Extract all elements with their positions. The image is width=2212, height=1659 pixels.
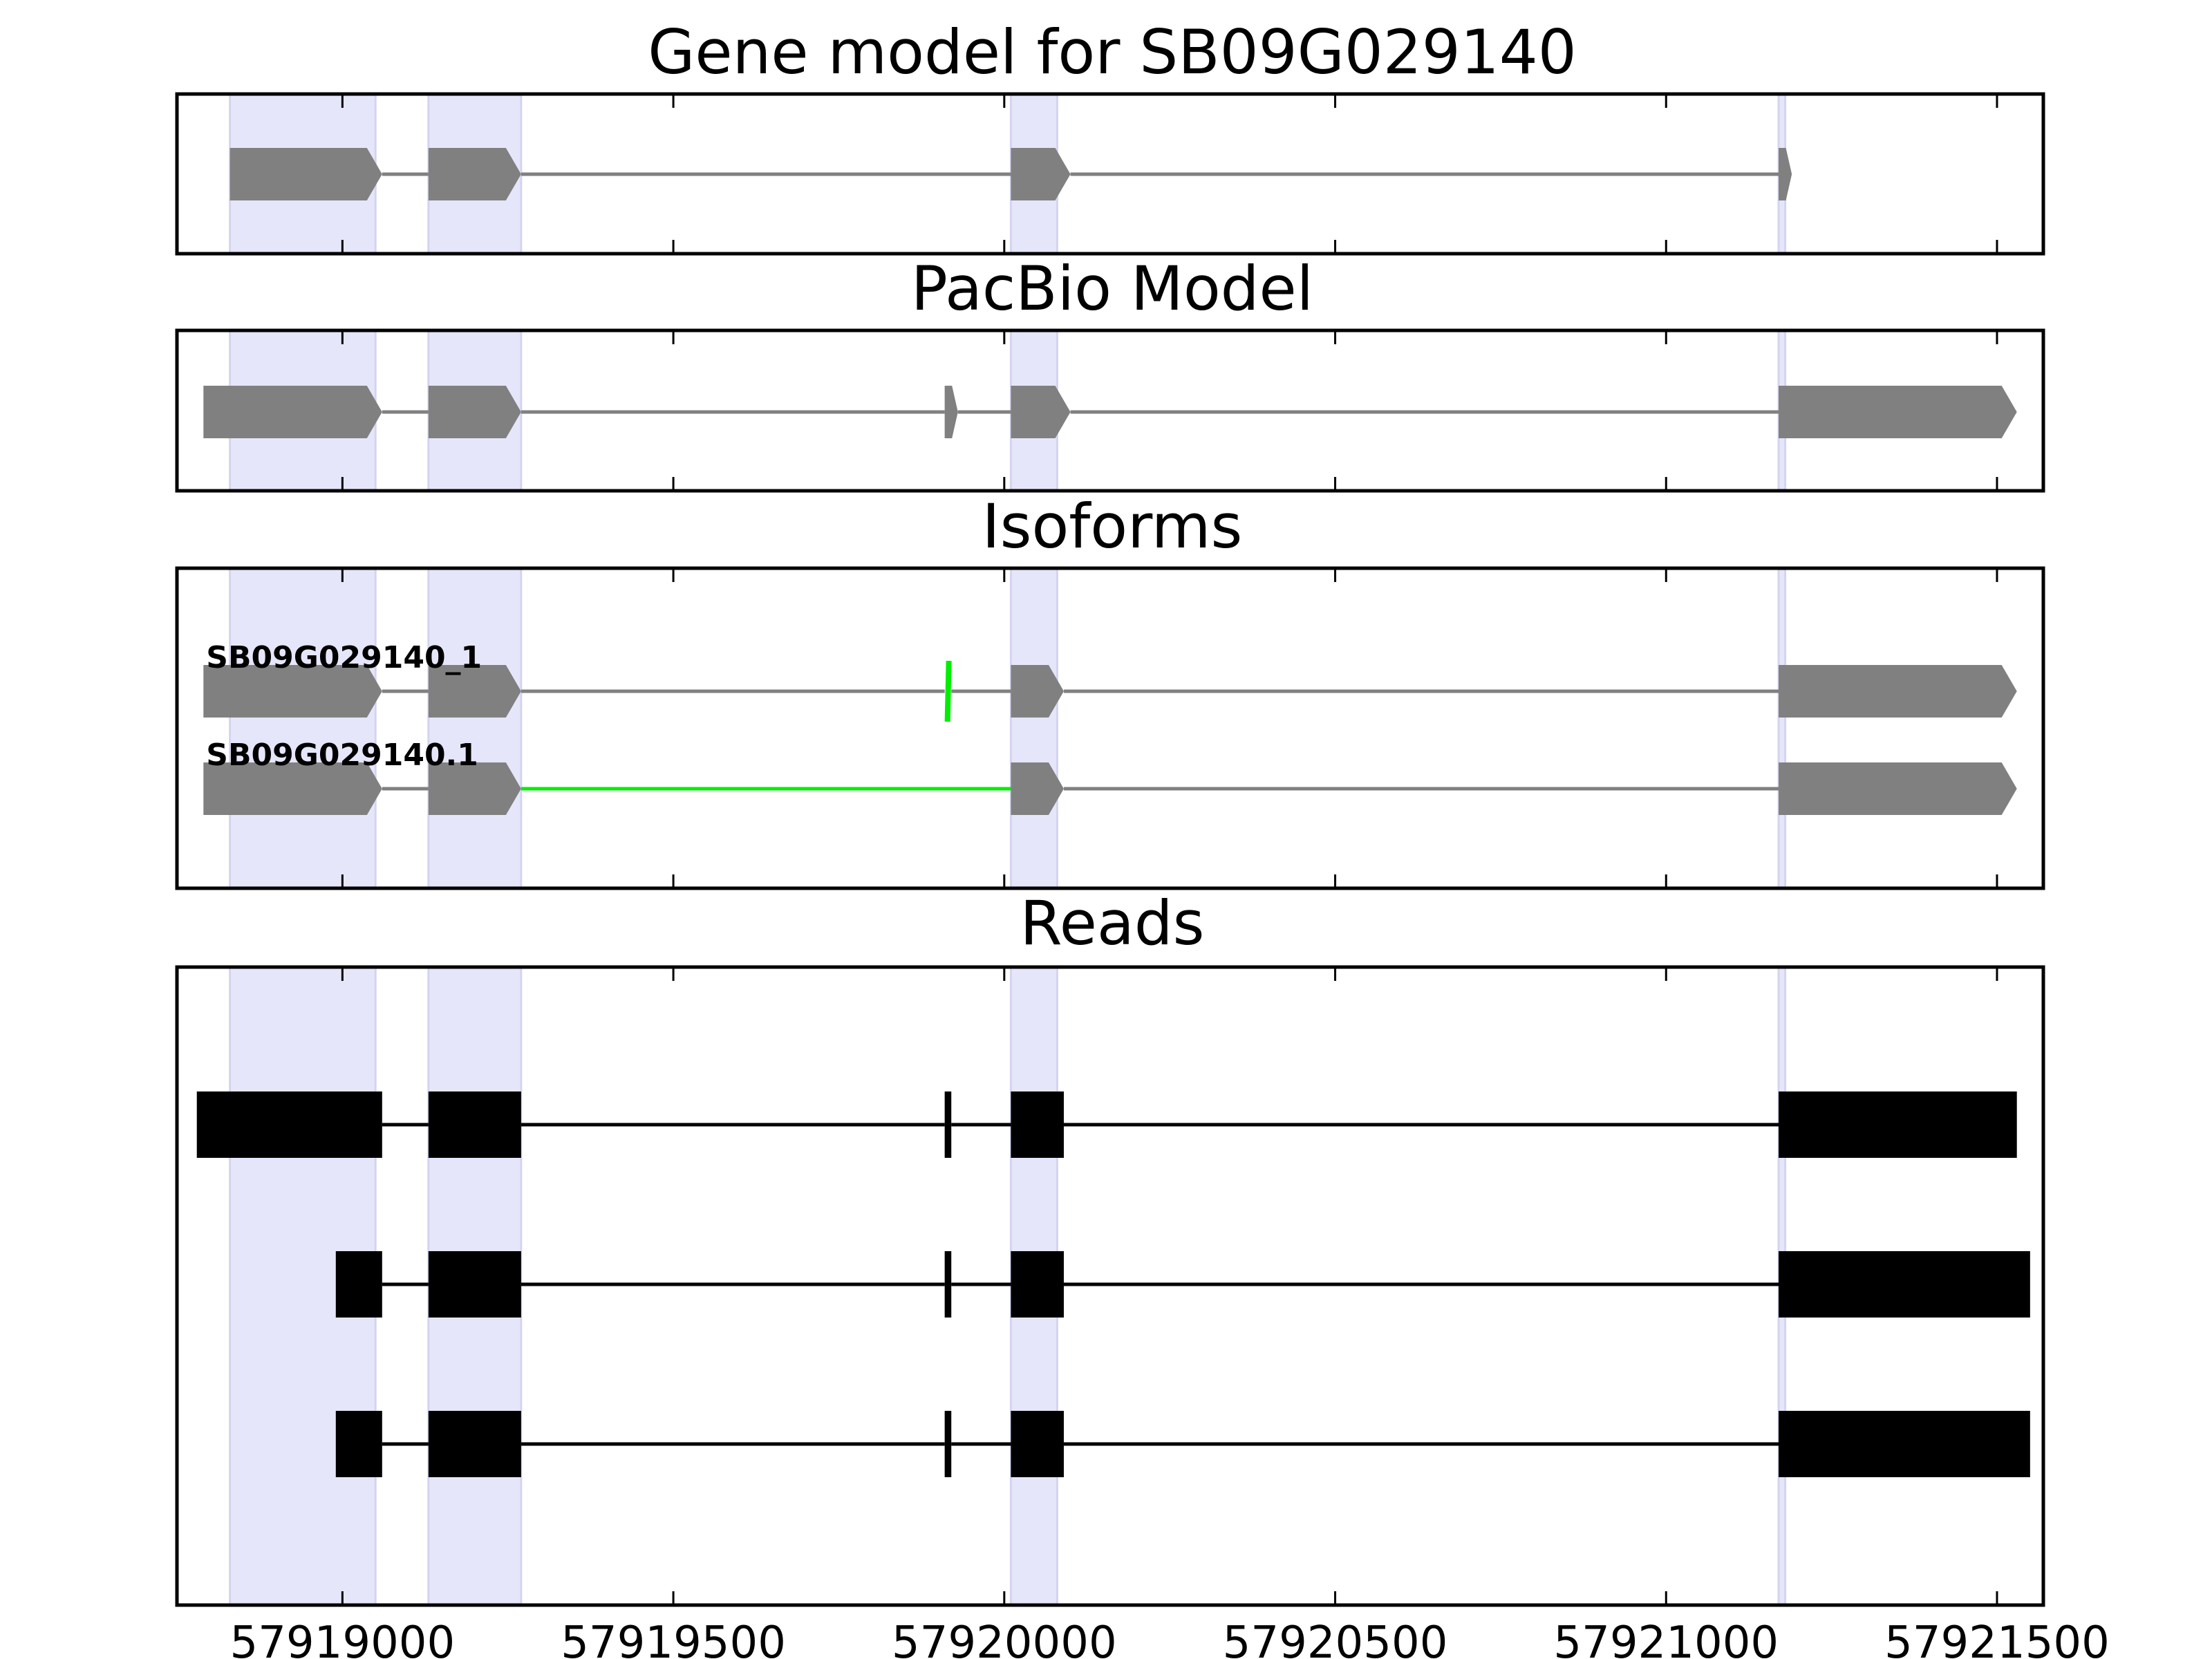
exon-block bbox=[229, 148, 382, 200]
read-exon bbox=[1011, 1251, 1064, 1318]
exon-block bbox=[428, 762, 521, 815]
chart-panels: Gene model for SB09G029140 PacBio Model SB… bbox=[175, 17, 2110, 1659]
exon-block bbox=[428, 665, 521, 718]
exon-block bbox=[1011, 148, 1071, 200]
panel-frame bbox=[175, 965, 2045, 1607]
read-exon bbox=[1011, 1411, 1064, 1477]
read-exon bbox=[1779, 1251, 2030, 1318]
x-tick-label: 57920000 bbox=[892, 1618, 1117, 1659]
exon-block bbox=[1011, 665, 1064, 718]
exon-block bbox=[1011, 386, 1071, 438]
exon-block bbox=[428, 386, 521, 438]
x-tick-label: 57920500 bbox=[1223, 1618, 1448, 1659]
exon-block bbox=[428, 148, 521, 200]
model-track bbox=[203, 660, 2017, 722]
exon-block bbox=[1011, 762, 1064, 815]
exon-block bbox=[1779, 386, 2017, 438]
panel-title: Isoforms bbox=[982, 491, 1243, 562]
exon-block bbox=[203, 386, 382, 438]
panel-frame bbox=[175, 566, 2045, 890]
x-tick-label: 57919500 bbox=[561, 1618, 786, 1659]
read-exon bbox=[335, 1251, 382, 1318]
read-exon bbox=[428, 1251, 521, 1318]
model-track bbox=[229, 148, 1792, 200]
panel-content bbox=[196, 967, 2030, 1605]
read-exon bbox=[335, 1411, 382, 1477]
read-exon bbox=[428, 1411, 521, 1477]
panel-frame bbox=[175, 92, 2045, 256]
isoform-label: SB09G029140_1 bbox=[206, 640, 482, 675]
panel-content bbox=[203, 568, 2017, 888]
exon-block bbox=[1779, 148, 1792, 200]
read-track bbox=[335, 1411, 2030, 1477]
read-exon bbox=[428, 1091, 521, 1158]
isoform-label: SB09G029140.1 bbox=[206, 738, 478, 773]
x-tick-label: 57921500 bbox=[1884, 1618, 2110, 1659]
read-exon bbox=[944, 1091, 952, 1158]
read-exon bbox=[1011, 1091, 1064, 1158]
alt-exon-mark bbox=[944, 660, 952, 722]
read-track bbox=[196, 1091, 2017, 1158]
model-track bbox=[203, 386, 2017, 438]
highlight-region bbox=[427, 568, 523, 888]
panel-frame bbox=[175, 328, 2045, 493]
exon-block bbox=[203, 665, 382, 718]
highlight-region bbox=[1009, 568, 1058, 888]
panel-0: Gene model for SB09G029140 bbox=[175, 17, 2045, 256]
read-track bbox=[335, 1251, 2030, 1318]
highlight-region bbox=[1777, 568, 1787, 888]
panel-title: Reads bbox=[1020, 888, 1205, 959]
panel-content bbox=[203, 330, 2017, 491]
exon-block bbox=[1779, 665, 2017, 718]
x-tick-label: 57919000 bbox=[229, 1618, 455, 1659]
panel-3: Reads bbox=[175, 888, 2045, 1607]
exon-block bbox=[203, 762, 382, 815]
panel-2: SB09G029140_1 SB09G029140.1 Isoforms bbox=[175, 491, 2045, 890]
read-exon bbox=[196, 1091, 382, 1158]
read-exon bbox=[1779, 1411, 2030, 1477]
panel-title: Gene model for SB09G029140 bbox=[648, 17, 1577, 88]
read-exon bbox=[944, 1411, 952, 1477]
read-exon bbox=[944, 1251, 952, 1318]
exon-block bbox=[1779, 762, 2017, 815]
panel-1: PacBio Model bbox=[175, 253, 2045, 493]
exon-block bbox=[944, 386, 958, 438]
x-tick-label: 57921000 bbox=[1553, 1618, 1779, 1659]
read-exon bbox=[1779, 1091, 2017, 1158]
panel-title: PacBio Model bbox=[911, 253, 1313, 324]
panel-content bbox=[229, 94, 1792, 254]
model-track bbox=[203, 762, 2017, 815]
highlight-region bbox=[229, 568, 377, 888]
